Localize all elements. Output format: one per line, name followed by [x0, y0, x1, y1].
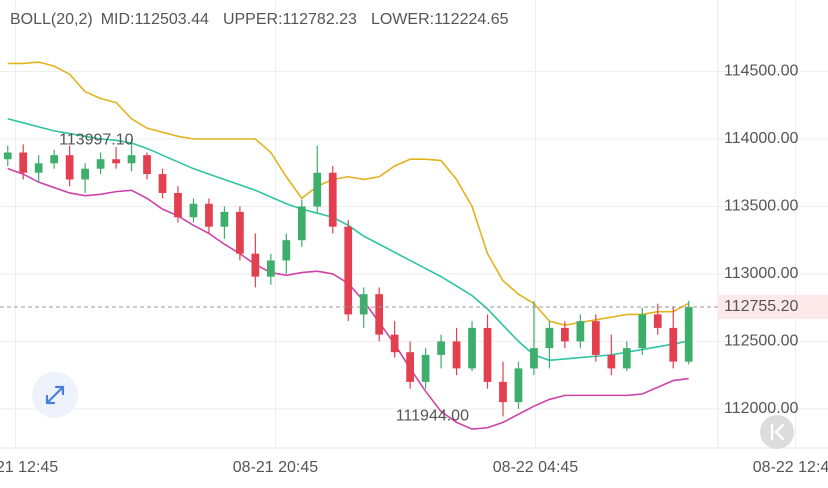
- y-tick-label: 112500.00: [724, 333, 799, 350]
- y-tick-label: 114000.00: [724, 130, 799, 147]
- candle-body: [313, 172, 322, 207]
- grid: [0, 0, 828, 448]
- candle-body: [669, 327, 678, 362]
- candle-body: [344, 226, 353, 315]
- candle-body: [205, 203, 213, 227]
- candle-body: [297, 206, 306, 241]
- band-line: [7, 61, 690, 327]
- candle-body: [684, 306, 693, 362]
- candle-body: [483, 327, 492, 382]
- candle-body: [19, 152, 28, 173]
- y-tick-label: 113000.00: [724, 265, 799, 282]
- candle-body: [406, 352, 414, 382]
- last-price-tag: [718, 294, 828, 319]
- last-price-label: 112755.20: [724, 298, 799, 315]
- candle-body: [530, 348, 538, 369]
- y-tick-label: 113500.00: [724, 198, 799, 215]
- scroll-latest-icon[interactable]: [770, 423, 785, 441]
- candle-body: [251, 253, 260, 277]
- candle-body: [468, 327, 476, 369]
- candle-body: [638, 314, 647, 349]
- candle-body: [514, 368, 523, 403]
- candle-body: [499, 381, 507, 403]
- legend: BOLL(20,2) MID:112503.44 UPPER:112782.23 L…: [10, 11, 509, 28]
- candle-body: [220, 211, 229, 227]
- candle-body: [158, 174, 167, 193]
- plot: 112755.20 113997.10 111944.00: [0, 61, 828, 430]
- x-tick-label: 08-22 12:45: [753, 459, 828, 476]
- candle-body: [545, 327, 554, 349]
- candle-body: [576, 321, 585, 342]
- candle-body: [174, 192, 182, 218]
- legend-entry: UPPER:112782.23: [223, 11, 357, 28]
- high-annotation: 113997.10: [59, 132, 134, 149]
- candle-body: [81, 168, 89, 180]
- candle-body: [607, 354, 616, 369]
- candle-body: [421, 354, 430, 382]
- legend-entry: LOWER:112224.65: [371, 11, 509, 28]
- candle-body: [452, 341, 461, 369]
- scroll-latest-button[interactable]: [760, 415, 794, 449]
- candle-body: [359, 294, 368, 315]
- candle-body: [50, 155, 59, 164]
- candle-body: [65, 155, 74, 180]
- x-tick-label: 08-22 04:45: [493, 459, 579, 476]
- candle-body: [653, 314, 662, 328]
- legend-entry: MID:112503.44: [101, 11, 209, 28]
- expand-icon[interactable]: [45, 385, 65, 405]
- x-tick-label: 08-21 12:45: [0, 459, 58, 476]
- indicator-name: BOLL(20,2): [10, 11, 93, 28]
- candle-body: [143, 155, 151, 175]
- candle-body: [437, 341, 445, 355]
- candle-body: [236, 211, 244, 254]
- candle-body: [189, 203, 198, 218]
- candle-body: [282, 240, 291, 261]
- expand-button[interactable]: [32, 372, 78, 418]
- candle-body: [127, 155, 136, 164]
- candle-body: [112, 159, 120, 164]
- candle-body: [561, 327, 569, 342]
- candle-body: [591, 321, 600, 355]
- candle-body: [328, 172, 337, 227]
- y-tick-label: 114500.00: [724, 63, 799, 80]
- candle-body: [390, 334, 399, 353]
- candle-body: [3, 152, 12, 160]
- candle-body: [622, 348, 631, 369]
- x-tick-label: 08-21 20:45: [233, 459, 319, 476]
- candle-body: [266, 260, 275, 277]
- y-tick-label: 112000.00: [724, 400, 799, 417]
- candle-body: [96, 159, 105, 169]
- low-annotation: 111944.00: [396, 408, 469, 425]
- candle-body: [34, 163, 43, 173]
- candle-body: [375, 294, 384, 335]
